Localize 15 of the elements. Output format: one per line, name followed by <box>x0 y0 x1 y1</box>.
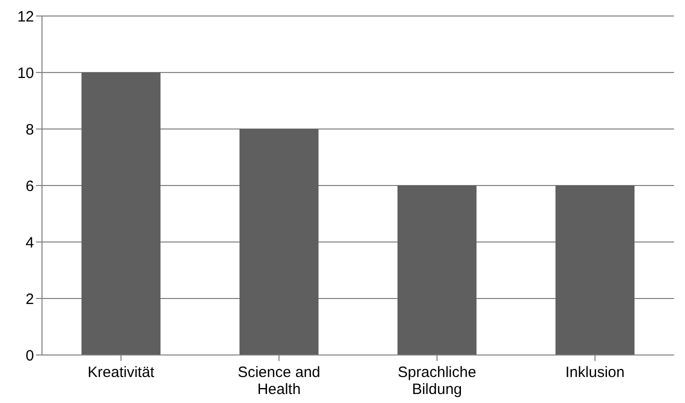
y-tick-label: 6 <box>26 178 34 195</box>
x-tick-label: Sprachliche Bildung <box>398 364 476 398</box>
y-tick-label: 8 <box>26 121 34 138</box>
x-tick-label: Kreativität <box>88 364 156 381</box>
y-tick-label: 10 <box>17 64 34 82</box>
bar <box>240 129 318 355</box>
y-tick-label: 2 <box>26 290 34 308</box>
x-tick-label: Inklusion <box>565 364 625 381</box>
y-tick-label: 0 <box>26 347 34 364</box>
x-tick-label: Science and Health <box>238 364 320 398</box>
bar <box>82 72 160 355</box>
bar <box>556 186 634 355</box>
y-tick-label: 12 <box>17 8 34 26</box>
y-tick-label: 4 <box>26 234 34 252</box>
bar <box>398 186 476 355</box>
